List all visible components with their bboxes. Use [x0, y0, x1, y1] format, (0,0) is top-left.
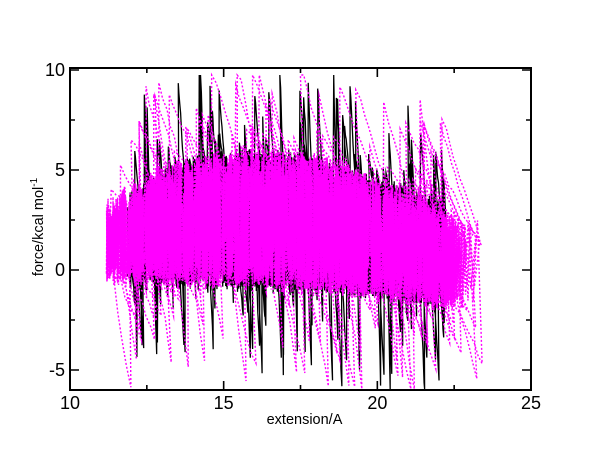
y-tick-label-neg5: -5	[48, 360, 65, 380]
y-tick-label-5: 5	[54, 160, 65, 180]
y-tick-label-0: 0	[54, 260, 65, 280]
x-tick-label-25: 25	[520, 393, 542, 413]
y-axis-title-text: force/kcal mol	[30, 186, 47, 277]
y-axis-title: force/kcal mol-1	[29, 178, 47, 276]
x-tick-label-20: 20	[367, 393, 388, 413]
x-tick-label-15: 15	[213, 393, 234, 413]
y-axis-title-superscript: -1	[29, 177, 41, 187]
y-tick-label-10: 10	[44, 60, 65, 80]
x-tick-label-10: 10	[59, 393, 81, 413]
x-axis-title: extension/A	[266, 412, 343, 428]
